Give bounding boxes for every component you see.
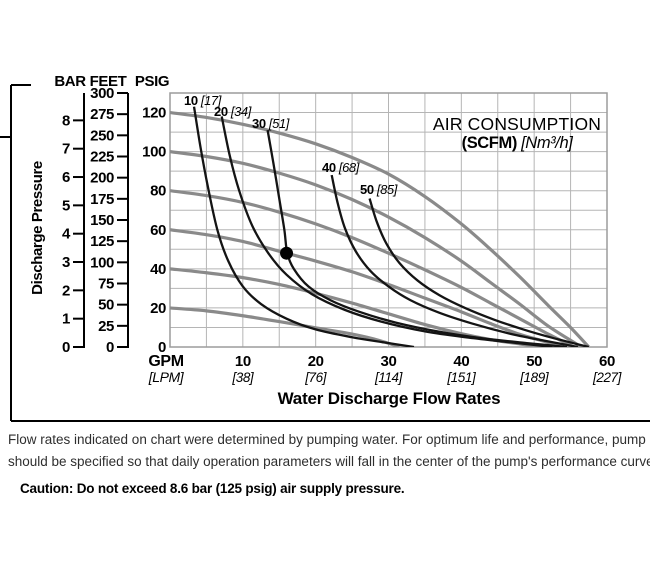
x-axis-unit-secondary: [LPM] — [148, 369, 185, 385]
bar-tick-label: 4 — [62, 226, 71, 243]
feet-tick-label: 225 — [90, 149, 114, 166]
feet-tick-label: 275 — [90, 106, 114, 123]
discharge-pressure-curve-60psig — [170, 228, 564, 347]
feet-tick-label: 250 — [90, 127, 114, 144]
air-curve-label-20: 20 [34] — [214, 104, 252, 119]
psig-tick-label: 0 — [158, 339, 166, 356]
bar-tick-label: 5 — [62, 197, 70, 214]
feet-tick-label: 50 — [98, 297, 114, 314]
x-tick-label-lpm: [114] — [374, 370, 404, 385]
feet-tick-label: 175 — [90, 191, 114, 208]
caption-line-2: should be specified so that daily operat… — [8, 454, 650, 469]
psig-tick-label: 60 — [150, 222, 166, 239]
caution-text: Caution: Do not exceed 8.6 bar (125 psig… — [20, 481, 405, 496]
feet-tick-label: 125 — [90, 233, 114, 250]
operating-point-marker — [280, 246, 294, 260]
x-tick-label-gpm: 10 — [235, 353, 251, 370]
x-tick-label-gpm: 50 — [526, 353, 542, 370]
bar-tick-label: 7 — [62, 141, 70, 158]
x-axis-title: Water Discharge Flow Rates — [278, 389, 501, 408]
feet-tick-label: 150 — [90, 212, 114, 229]
feet-tick-label: 200 — [90, 170, 114, 187]
x-tick-label-gpm: 40 — [453, 353, 469, 370]
chart-title-line1: AIR CONSUMPTION — [433, 114, 601, 134]
air-curve-label-30: 30 [51] — [252, 116, 290, 131]
feet-tick-label: 0 — [106, 339, 114, 356]
x-tick-label-lpm: [189] — [519, 370, 550, 385]
bar-tick-label: 8 — [62, 112, 70, 129]
chart-title-line2: (SCFM) [Nm³/h] — [462, 134, 574, 152]
caption-line-1: Flow rates indicated on chart were deter… — [8, 432, 646, 447]
bar-tick-label: 1 — [62, 311, 70, 328]
bar-header: BAR — [54, 73, 86, 90]
air-consumption-curve-40 — [330, 174, 579, 347]
x-tick-label-lpm: [227] — [592, 370, 623, 385]
psig-tick-label: 40 — [150, 261, 166, 278]
psig-tick-label: 120 — [142, 105, 166, 122]
psig-header: PSIG — [135, 73, 169, 90]
air-curve-label-40: 40 [68] — [322, 160, 360, 175]
feet-header: FEET — [90, 73, 127, 90]
feet-tick-label: 75 — [98, 276, 114, 293]
x-axis-unit-primary: GPM — [148, 353, 183, 370]
air-consumption-curve-50 — [368, 198, 590, 347]
psig-tick-label: 20 — [150, 300, 166, 317]
bar-tick-label: 3 — [62, 254, 70, 271]
discharge-pressure-curve-100psig — [170, 150, 583, 347]
feet-tick-label: 100 — [90, 254, 114, 271]
x-tick-label-gpm: 20 — [308, 353, 324, 370]
y-axis-title: Discharge Pressure — [29, 161, 46, 295]
air-curve-label-10: 10 [17] — [184, 93, 222, 108]
x-tick-label-lpm: [76] — [304, 370, 328, 385]
bar-tick-label: 0 — [62, 339, 70, 356]
bar-tick-label: 2 — [62, 282, 70, 299]
feet-tick-label: 300 — [90, 85, 114, 102]
x-tick-label-lpm: [151] — [446, 370, 477, 385]
discharge-pressure-curve-120psig — [170, 110, 590, 347]
x-tick-label-lpm: [38] — [231, 370, 255, 385]
plot-border — [169, 92, 608, 348]
psig-tick-label: 100 — [142, 144, 166, 161]
air-consumption-curve-30 — [266, 129, 568, 347]
x-tick-label-gpm: 60 — [599, 353, 615, 370]
feet-tick-label: 25 — [98, 318, 114, 335]
x-tick-label-gpm: 30 — [381, 353, 397, 370]
psig-tick-label: 80 — [150, 183, 166, 200]
air-consumption-curve-10 — [192, 106, 415, 347]
bar-tick-label: 6 — [62, 169, 70, 186]
air-curve-label-50: 50 [85] — [360, 182, 398, 197]
air-consumption-curve-20 — [220, 116, 553, 347]
